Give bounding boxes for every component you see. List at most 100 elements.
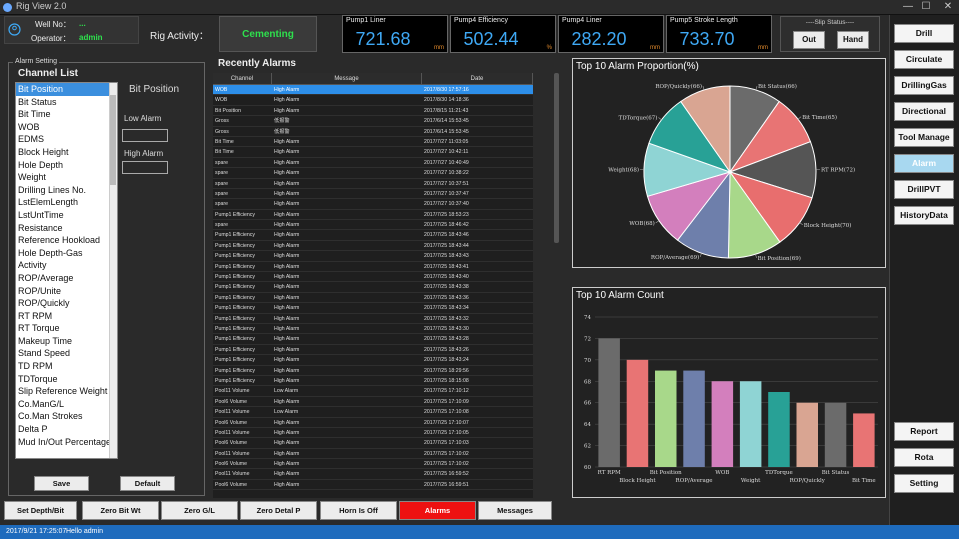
table-row[interactable]: spare High Alarm 2017/7/27 10:40:49 xyxy=(213,158,533,169)
channel-list-item[interactable]: RT Torque xyxy=(18,323,60,334)
nav-setting[interactable]: Setting xyxy=(894,474,954,493)
table-row[interactable]: Pump1 Efficiency High Alarm 2017/7/25 18:4… xyxy=(213,334,533,345)
high-alarm-input[interactable] xyxy=(122,161,168,174)
table-row[interactable]: spare High Alarm 2017/7/27 10:37:51 xyxy=(213,179,533,189)
table-row[interactable]: Pool6 Volume High Alarm 2017/7/25 17:10:09 xyxy=(213,397,533,408)
slip-out-button[interactable]: Out xyxy=(793,31,825,49)
bottom-button-horn-is-off[interactable]: Horn Is Off xyxy=(320,501,397,520)
table-row[interactable]: Pump1 Efficiency High Alarm 2017/7/25 18:4… xyxy=(213,355,533,366)
channel-list-item[interactable]: Hole Depth xyxy=(18,159,64,170)
header-message[interactable]: Message xyxy=(272,73,422,84)
channel-list-item[interactable]: Block Height xyxy=(18,146,69,157)
channel-list-item[interactable]: Mud In/Out Percentage xyxy=(18,436,110,447)
channel-list-item[interactable]: Bit Status xyxy=(18,96,57,107)
maximize-button[interactable]: ☐ xyxy=(921,1,931,12)
table-row[interactable]: Pump1 Efficiency High Alarm 2017/7/25 18:4… xyxy=(213,314,533,324)
table-row[interactable]: Pool11 Volume Low Alarm 2017/7/25 17:10:08 xyxy=(213,407,533,418)
channel-list-item[interactable]: Makeup Time xyxy=(18,335,73,346)
nav-historydata[interactable]: HistoryData xyxy=(894,206,954,225)
channel-list-item[interactable]: LstUntTime xyxy=(18,209,64,220)
channel-list-item[interactable]: Bit Position xyxy=(16,83,110,96)
table-row[interactable]: Pump1 Efficiency High Alarm 2017/7/25 18:4… xyxy=(213,262,533,273)
channel-list-item[interactable]: Delta P xyxy=(18,424,48,435)
slip-hand-button[interactable]: Hand xyxy=(837,31,869,49)
channel-list-item[interactable]: Stand Speed xyxy=(18,348,71,359)
default-button[interactable]: Default xyxy=(120,476,175,491)
table-row[interactable]: Bit Time High Alarm 2017/7/27 10:42:11 xyxy=(213,147,533,158)
table-row[interactable]: Pump1 Efficiency High Alarm 2017/7/25 18:4… xyxy=(213,345,533,356)
table-row[interactable]: Pool11 Volume Low Alarm 2017/7/25 17:10:12 xyxy=(213,386,533,397)
scrollbar-thumb[interactable] xyxy=(110,95,116,185)
channel-list-scrollbar[interactable] xyxy=(109,83,117,458)
channel-list-item[interactable]: Resistance xyxy=(18,222,63,233)
table-row[interactable]: spare High Alarm 2017/7/27 10:37:47 xyxy=(213,189,533,200)
table-row[interactable]: Gross 低报警 2017/6/14 15:53:45 xyxy=(213,116,533,127)
table-row[interactable]: Pump1 Efficiency High Alarm 2017/7/25 18:4… xyxy=(213,272,533,283)
table-row[interactable]: Pool11 Volume High Alarm 2017/7/25 16:59:5… xyxy=(213,469,533,480)
header-channel[interactable]: Channel xyxy=(213,73,272,84)
nav-directional[interactable]: Directional xyxy=(894,102,954,121)
save-button[interactable]: Save xyxy=(34,476,89,491)
table-row[interactable]: Pump1 Efficiency High Alarm 2017/7/25 18:4… xyxy=(213,303,533,314)
channel-list-item[interactable]: Bit Time xyxy=(18,109,51,120)
bottom-button-zero-bit-wt[interactable]: Zero Bit Wt xyxy=(82,501,159,520)
table-row[interactable]: Pool11 Volume High Alarm 2017/7/25 17:10:0… xyxy=(213,449,533,460)
nav-report[interactable]: Report xyxy=(894,422,954,441)
table-row[interactable]: Pool11 Volume High Alarm 2017/7/25 17:10:0… xyxy=(213,428,533,439)
table-row[interactable]: spare High Alarm 2017/7/25 18:46:42 xyxy=(213,220,533,231)
channel-list-item[interactable]: RT RPM xyxy=(18,310,53,321)
table-row[interactable]: Pool6 Volume High Alarm 2017/7/25 17:10:03 xyxy=(213,438,533,449)
table-row[interactable]: spare High Alarm 2017/7/27 10:37:40 xyxy=(213,199,533,210)
channel-list-item[interactable]: ROP/Quickly xyxy=(18,298,70,309)
table-row[interactable]: Pool6 Volume High Alarm 2017/7/25 16:59:51 xyxy=(213,480,533,491)
low-alarm-input[interactable] xyxy=(122,129,168,142)
channel-list-item[interactable]: WOB xyxy=(18,121,40,132)
bottom-button-zero-detal-p[interactable]: Zero Detal P xyxy=(240,501,317,520)
minimize-button[interactable]: — xyxy=(903,1,913,12)
alarm-table-scrollbar[interactable] xyxy=(553,73,560,498)
table-row[interactable]: Bit Position High Alarm 2017/8/15 11:21:43 xyxy=(213,106,533,117)
table-row[interactable]: Pump1 Efficiency High Alarm 2017/7/25 18:1… xyxy=(213,376,533,387)
bottom-button-messages[interactable]: Messages xyxy=(478,501,552,520)
table-row[interactable]: Pump1 Efficiency High Alarm 2017/7/25 18:4… xyxy=(213,282,533,293)
close-button[interactable]: ✕ xyxy=(943,1,953,12)
nav-circulate[interactable]: Circulate xyxy=(894,50,954,69)
table-row[interactable]: Pump1 Efficiency High Alarm 2017/7/25 18:2… xyxy=(213,366,533,376)
table-row[interactable]: spare High Alarm 2017/7/27 10:38:22 xyxy=(213,168,533,179)
table-row[interactable]: WOB High Alarm 2017/8/30 14:18:36 xyxy=(213,95,533,106)
channel-list-item[interactable]: LstElemLength xyxy=(18,197,79,208)
channel-list[interactable]: Bit Position Bit Status Bit Time WOB EDMS Blo… xyxy=(15,82,118,459)
bottom-button-set-depth-bit[interactable]: Set Depth/Bit xyxy=(4,501,77,520)
channel-list-item[interactable]: TD RPM xyxy=(18,361,53,372)
table-row[interactable]: Pool6 Volume High Alarm 2017/7/25 17:10:07 xyxy=(213,418,533,428)
channel-list-item[interactable]: Activity xyxy=(18,260,47,271)
bottom-button-alarms[interactable]: Alarms xyxy=(399,501,476,520)
nav-alarm[interactable]: Alarm xyxy=(894,154,954,173)
table-row[interactable]: Pump1 Efficiency High Alarm 2017/7/25 18:4… xyxy=(213,230,533,241)
channel-list-item[interactable]: Co.Man Strokes xyxy=(18,411,83,422)
alarm-table-scroll-thumb[interactable] xyxy=(554,73,559,243)
table-row[interactable]: Gross 低报警 2017/6/14 15:53:45 xyxy=(213,127,533,137)
channel-list-item[interactable]: Reference Hookload xyxy=(18,235,101,246)
header-date[interactable]: Date xyxy=(422,73,533,84)
channel-list-item[interactable]: Co.ManG/L xyxy=(18,398,65,409)
channel-list-item[interactable]: Drilling Lines No. xyxy=(18,184,87,195)
table-row[interactable]: Pump1 Efficiency High Alarm 2017/7/25 18:5… xyxy=(213,210,533,221)
table-row[interactable]: Pool6 Volume High Alarm 2017/7/25 17:10:02 xyxy=(213,459,533,470)
channel-list-item[interactable]: ROP/Unite xyxy=(18,285,62,296)
channel-list-item[interactable]: EDMS xyxy=(18,134,45,145)
channel-list-item[interactable]: ROP/Average xyxy=(18,272,74,283)
nav-rota[interactable]: Rota xyxy=(894,448,954,467)
channel-list-item[interactable]: Slip Reference Weight xyxy=(18,386,108,397)
channel-list-item[interactable]: TDTorque xyxy=(18,373,58,384)
table-row[interactable]: Pump1 Efficiency High Alarm 2017/7/25 18:4… xyxy=(213,293,533,304)
channel-list-item[interactable]: Hole Depth-Gas xyxy=(18,247,83,258)
channel-list-item[interactable]: Weight xyxy=(18,172,46,183)
nav-drill[interactable]: Drill xyxy=(894,24,954,43)
nav-drillinggas[interactable]: DrillingGas xyxy=(894,76,954,95)
table-row[interactable]: WOB High Alarm 2017/8/30 17:57:16 xyxy=(213,85,533,96)
table-row[interactable]: Bit Time High Alarm 2017/7/27 11:03:05 xyxy=(213,137,533,148)
nav-drillpvt[interactable]: DrillPVT xyxy=(894,180,954,199)
table-row[interactable]: Pump1 Efficiency High Alarm 2017/7/25 18:4… xyxy=(213,251,533,262)
nav-tool-manage[interactable]: Tool Manage xyxy=(894,128,954,147)
